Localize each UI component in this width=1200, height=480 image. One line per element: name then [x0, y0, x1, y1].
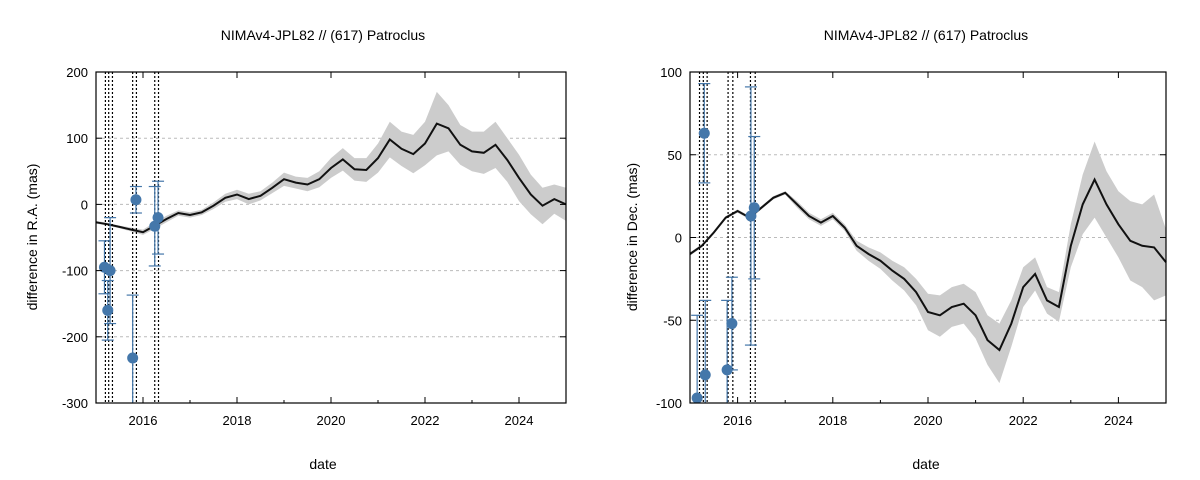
chart-title: NIMAv4-JPL82 // (617) Patroclus [824, 27, 1028, 43]
plot-area: -100 -50 0 50 100 2016 2018 2020 2022 2024 [656, 65, 1167, 428]
data-point [699, 369, 711, 381]
model-line [95, 122, 567, 234]
y-tick-label: 100 [660, 65, 682, 80]
x-tick-label: 2016 [723, 413, 752, 428]
x-tick-label: 2020 [914, 413, 943, 428]
x-tick-label: 2016 [129, 413, 158, 428]
axes-frame [95, 71, 567, 404]
y-tick-label: 200 [66, 65, 88, 80]
data-point [698, 127, 710, 139]
x-axis-label: date [912, 456, 939, 472]
x-axis-label: date [309, 456, 336, 472]
y-axis-label: difference in R.A. (mas) [24, 164, 40, 311]
chart-title: NIMAv4-JPL82 // (617) Patroclus [221, 27, 425, 43]
data-point [691, 392, 703, 404]
x-tick-label: 2020 [317, 413, 346, 428]
x-tick-label: 2018 [818, 413, 847, 428]
y-tick-label: -100 [62, 264, 88, 279]
data-point [748, 202, 760, 214]
data-point [104, 265, 116, 277]
x-tick-label: 2024 [505, 413, 534, 428]
x-tick-label: 2018 [223, 413, 252, 428]
y-tick-label: 0 [81, 197, 88, 212]
chart-dec: NIMAv4-JPL82 // (617) Patroclus date dif… [624, 27, 1167, 472]
model-line [689, 177, 1167, 352]
x-tick-label: 2022 [1009, 413, 1038, 428]
data-point [127, 352, 139, 364]
plot-area: -300 -200 -100 0 100 200 2016 2018 2020 2022 2024 [62, 65, 567, 428]
y-tick-label: -300 [62, 396, 88, 411]
y-tick-label: 50 [668, 148, 682, 163]
data-point [130, 194, 142, 206]
data-point [102, 304, 114, 316]
y-tick-label: 0 [675, 231, 682, 246]
x-tick-label: 2024 [1104, 413, 1133, 428]
uncertainty-band [96, 91, 566, 235]
chart-ra: NIMAv4-JPL82 // (617) Patroclus date dif… [24, 27, 567, 472]
x-tick-label: 2022 [411, 413, 440, 428]
y-tick-label: -50 [663, 313, 682, 328]
y-tick-label: -100 [656, 396, 682, 411]
data-point [726, 318, 738, 330]
uncertainty-band [690, 141, 1166, 384]
y-tick-label: -200 [62, 330, 88, 345]
data-point [152, 212, 164, 224]
y-axis-label: difference in Dec. (mas) [624, 163, 640, 311]
y-tick-label: 100 [66, 131, 88, 146]
